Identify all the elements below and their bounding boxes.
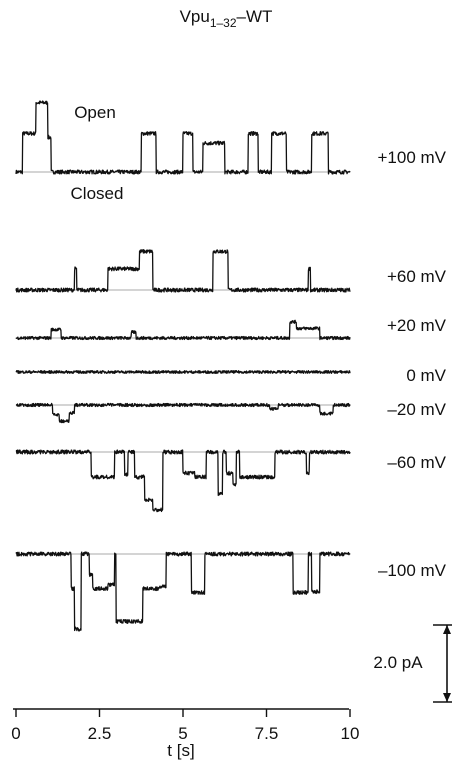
x-tick-label: 5 [178,724,187,743]
voltage-label: +100 mV [377,148,446,167]
x-tick-label: 7.5 [255,724,279,743]
x-tick-label: 10 [341,724,360,743]
voltage-labels: +100 mV +60 mV +20 mV 0 mV –20 mV –60 mV –100 … [377,148,446,580]
current-trace-line [15,100,351,175]
current-trace-line [15,249,351,293]
closed-state-label: Closed [71,184,124,203]
voltage-label: +20 mV [387,316,447,335]
x-axis-label: t [s] [167,741,194,760]
trace-group [15,551,351,632]
trace-group [15,402,351,424]
open-state-label: Open [74,103,116,122]
x-axis: 0 2.5 5 7.5 10 t [s] [11,708,359,760]
voltage-label: –20 mV [387,400,446,419]
current-trace-line [15,449,351,513]
chart-title: Vpu1–32–WT [180,7,273,30]
trace-group [15,319,351,341]
voltage-label: 0 mV [406,366,446,385]
scale-bar-arrowheads [443,625,451,702]
voltage-label: +60 mV [387,267,447,286]
x-tick-label: 2.5 [88,724,112,743]
x-axis-ticks: 0 2.5 5 7.5 10 [11,709,359,743]
current-trace-line [15,370,351,374]
current-trace-line [15,551,351,632]
trace-group [15,370,351,374]
current-trace-line [15,402,351,424]
voltage-label: –60 mV [387,453,446,472]
scale-bar-label: 2.0 pA [373,653,423,672]
current-traces [15,100,351,632]
trace-group [15,449,351,513]
voltage-label: –100 mV [378,561,447,580]
x-tick-label: 0 [11,724,20,743]
trace-group [15,100,351,175]
current-trace-line [15,319,351,341]
scale-bar: 2.0 pA [373,624,452,703]
trace-group [15,249,351,293]
